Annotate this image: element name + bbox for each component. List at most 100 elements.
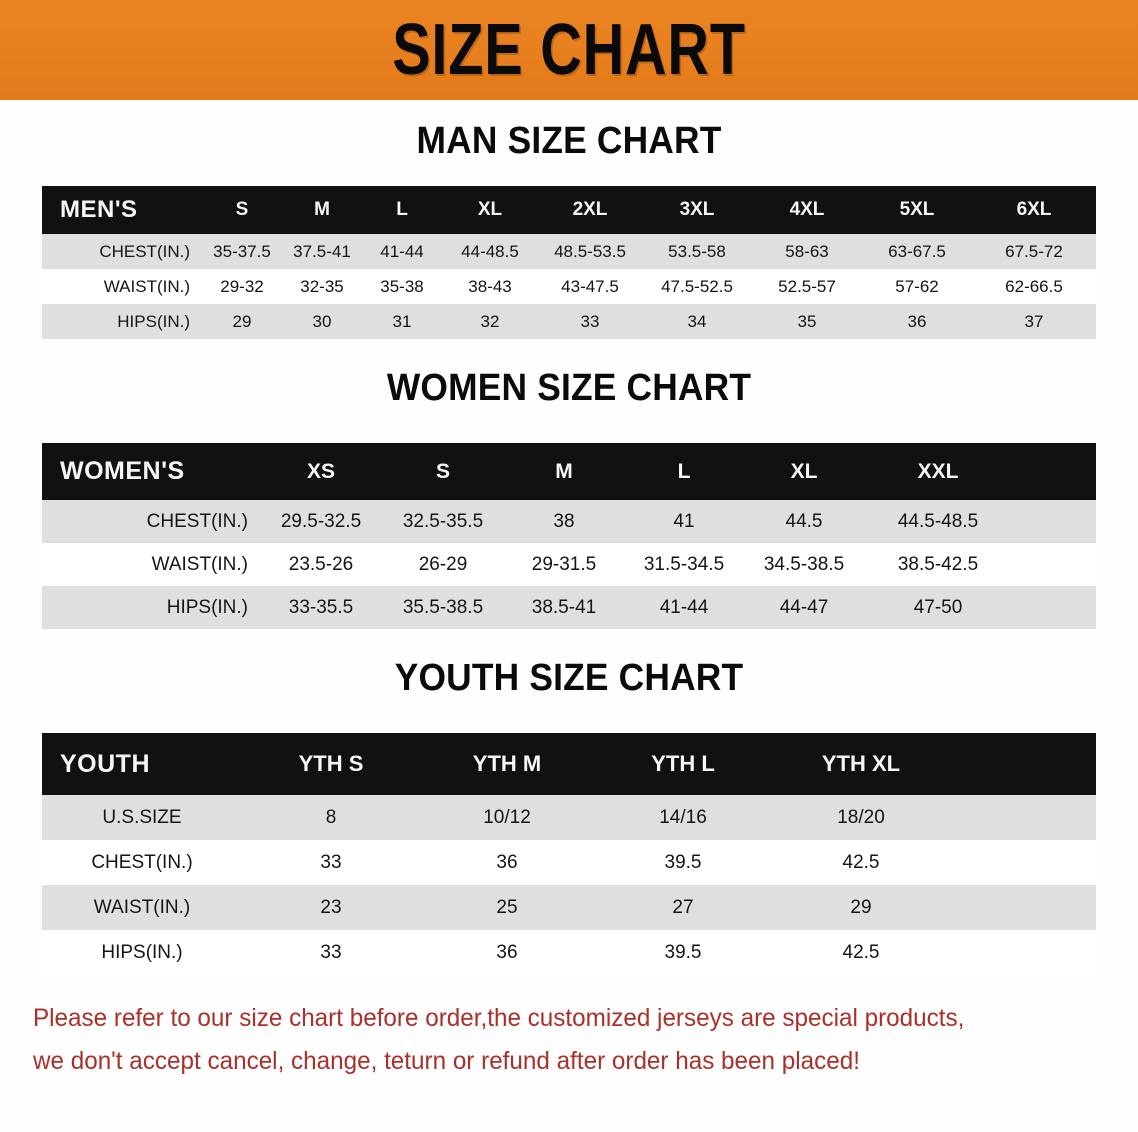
men-cell-2-1: 30 bbox=[282, 304, 362, 339]
youth-section-title: YOUTH SIZE CHART bbox=[394, 657, 744, 699]
men-size-col-3: XL bbox=[477, 199, 503, 220]
women-section-title: WOMEN SIZE CHART bbox=[386, 367, 752, 409]
men-size-col-1: M bbox=[314, 199, 330, 220]
women-row-label-1: WAIST(IN.) bbox=[42, 543, 260, 586]
men-cell-1-8: 62-66.5 bbox=[972, 269, 1096, 304]
women-row-label-2: HIPS(IN.) bbox=[42, 586, 260, 629]
men-cell-2-6: 35 bbox=[752, 304, 862, 339]
men-cell-1-7: 57-62 bbox=[862, 269, 972, 304]
men-size-col-6: 4XL bbox=[789, 199, 825, 220]
women-size-col-4: XL bbox=[790, 459, 818, 483]
order-policy-note-line-1: Please refer to our size chart before or… bbox=[32, 1004, 965, 1032]
men-cell-2-2: 31 bbox=[362, 304, 442, 339]
youth-table-header-row: YOUTH YTH S YTH M YTH L YTH XL bbox=[42, 733, 1096, 795]
youth-cell-1-spacer bbox=[950, 840, 1096, 885]
youth-cell-2-spacer bbox=[950, 885, 1096, 930]
women-cell-0-2: 38 bbox=[504, 500, 624, 543]
men-size-col-7: 5XL bbox=[899, 199, 935, 220]
youth-row-label-0: U.S.SIZE bbox=[42, 795, 242, 840]
men-row-label-1: WAIST(IN.) bbox=[42, 269, 202, 304]
women-cell-0-4: 44.5 bbox=[744, 500, 864, 543]
men-cell-0-4: 48.5-53.5 bbox=[538, 234, 642, 269]
youth-cell-2-2: 27 bbox=[594, 885, 772, 930]
men-cell-1-5: 47.5-52.5 bbox=[642, 269, 752, 304]
youth-header-spacer bbox=[950, 733, 1096, 795]
women-cell-1-3: 31.5-34.5 bbox=[624, 543, 744, 586]
men-table-header-row: MEN'S S M L XL 2XL 3XL 4XL 5XL 6XL bbox=[42, 186, 1096, 234]
women-cell-1-1: 26-29 bbox=[382, 543, 504, 586]
table-row: HIPS(IN.) 29 30 31 32 33 34 35 36 37 bbox=[42, 304, 1096, 339]
men-size-col-2: L bbox=[396, 199, 408, 220]
women-cell-1-2: 29-31.5 bbox=[504, 543, 624, 586]
youth-cell-1-1: 36 bbox=[420, 840, 594, 885]
youth-row-label-1: CHEST(IN.) bbox=[42, 840, 242, 885]
women-size-col-5: XXL bbox=[917, 459, 959, 483]
men-table-wrapper: MEN'S S M L XL 2XL 3XL 4XL 5XL 6XL CHEST… bbox=[0, 186, 1138, 339]
men-row-label-2: HIPS(IN.) bbox=[42, 304, 202, 339]
youth-row-label-3: HIPS(IN.) bbox=[42, 930, 242, 975]
page-title: SIZE CHART bbox=[392, 10, 746, 90]
men-cell-1-4: 43-47.5 bbox=[538, 269, 642, 304]
page-banner: SIZE CHART bbox=[0, 0, 1138, 100]
women-cell-2-0: 33-35.5 bbox=[260, 586, 382, 629]
table-row: HIPS(IN.) 33-35.5 35.5-38.5 38.5-41 41-4… bbox=[42, 586, 1096, 629]
women-cell-1-spacer bbox=[1012, 543, 1096, 586]
table-row: CHEST(IN.) 35-37.5 37.5-41 41-44 44-48.5… bbox=[42, 234, 1096, 269]
men-cell-2-0: 29 bbox=[202, 304, 282, 339]
men-size-col-8: 6XL bbox=[1016, 199, 1052, 220]
men-size-col-4: 2XL bbox=[572, 199, 608, 220]
youth-cell-3-1: 36 bbox=[420, 930, 594, 975]
order-policy-note-line-2: we don't accept cancel, change, teturn o… bbox=[32, 1047, 860, 1075]
women-size-col-2: M bbox=[555, 459, 573, 483]
men-cell-2-5: 34 bbox=[642, 304, 752, 339]
men-cell-2-7: 36 bbox=[862, 304, 972, 339]
youth-size-col-0: YTH S bbox=[298, 751, 364, 776]
table-row: HIPS(IN.) 33 36 39.5 42.5 bbox=[42, 930, 1096, 975]
women-cell-2-4: 44-47 bbox=[744, 586, 864, 629]
women-cell-2-5: 47-50 bbox=[864, 586, 1012, 629]
table-row: WAIST(IN.) 23.5-26 26-29 29-31.5 31.5-34… bbox=[42, 543, 1096, 586]
youth-cell-0-3: 18/20 bbox=[772, 795, 950, 840]
women-cell-1-4: 34.5-38.5 bbox=[744, 543, 864, 586]
men-cell-0-0: 35-37.5 bbox=[202, 234, 282, 269]
women-cell-0-1: 32.5-35.5 bbox=[382, 500, 504, 543]
women-size-col-0: XS bbox=[306, 459, 335, 483]
men-cell-2-4: 33 bbox=[538, 304, 642, 339]
youth-table-wrapper: YOUTH YTH S YTH M YTH L YTH XL U.S.SIZE … bbox=[0, 733, 1138, 975]
youth-cell-0-0: 8 bbox=[242, 795, 420, 840]
men-cell-0-3: 44-48.5 bbox=[442, 234, 538, 269]
women-cell-2-spacer bbox=[1012, 586, 1096, 629]
youth-cell-1-0: 33 bbox=[242, 840, 420, 885]
table-row: CHEST(IN.) 29.5-32.5 32.5-35.5 38 41 44.… bbox=[42, 500, 1096, 543]
women-cell-2-2: 38.5-41 bbox=[504, 586, 624, 629]
men-cell-1-2: 35-38 bbox=[362, 269, 442, 304]
men-header-label: MEN'S bbox=[60, 196, 138, 223]
youth-cell-2-0: 23 bbox=[242, 885, 420, 930]
men-cell-0-8: 67.5-72 bbox=[972, 234, 1096, 269]
youth-cell-2-3: 29 bbox=[772, 885, 950, 930]
youth-cell-3-3: 42.5 bbox=[772, 930, 950, 975]
women-row-label-0: CHEST(IN.) bbox=[42, 500, 260, 543]
men-size-table: MEN'S S M L XL 2XL 3XL 4XL 5XL 6XL CHEST… bbox=[42, 186, 1096, 339]
youth-cell-3-0: 33 bbox=[242, 930, 420, 975]
men-cell-0-1: 37.5-41 bbox=[282, 234, 362, 269]
youth-size-col-2: YTH L bbox=[651, 751, 715, 776]
women-cell-2-1: 35.5-38.5 bbox=[382, 586, 504, 629]
youth-size-col-1: YTH M bbox=[472, 751, 542, 776]
youth-cell-2-1: 25 bbox=[420, 885, 594, 930]
men-cell-0-7: 63-67.5 bbox=[862, 234, 972, 269]
men-cell-1-6: 52.5-57 bbox=[752, 269, 862, 304]
women-size-col-3: L bbox=[677, 459, 691, 483]
youth-cell-0-1: 10/12 bbox=[420, 795, 594, 840]
women-table-header-row: WOMEN'S XS S M L XL XXL bbox=[42, 443, 1096, 500]
women-cell-0-5: 44.5-48.5 bbox=[864, 500, 1012, 543]
table-row: WAIST(IN.) 23 25 27 29 bbox=[42, 885, 1096, 930]
women-cell-1-0: 23.5-26 bbox=[260, 543, 382, 586]
women-header-spacer bbox=[1012, 443, 1096, 500]
women-table-wrapper: WOMEN'S XS S M L XL XXL CHEST(IN.) 29.5-… bbox=[0, 443, 1138, 629]
women-size-table: WOMEN'S XS S M L XL XXL CHEST(IN.) 29.5-… bbox=[42, 443, 1096, 629]
order-policy-note: Please refer to our size chart before or… bbox=[0, 997, 1104, 1083]
youth-size-table: YOUTH YTH S YTH M YTH L YTH XL U.S.SIZE … bbox=[42, 733, 1096, 975]
women-cell-1-5: 38.5-42.5 bbox=[864, 543, 1012, 586]
